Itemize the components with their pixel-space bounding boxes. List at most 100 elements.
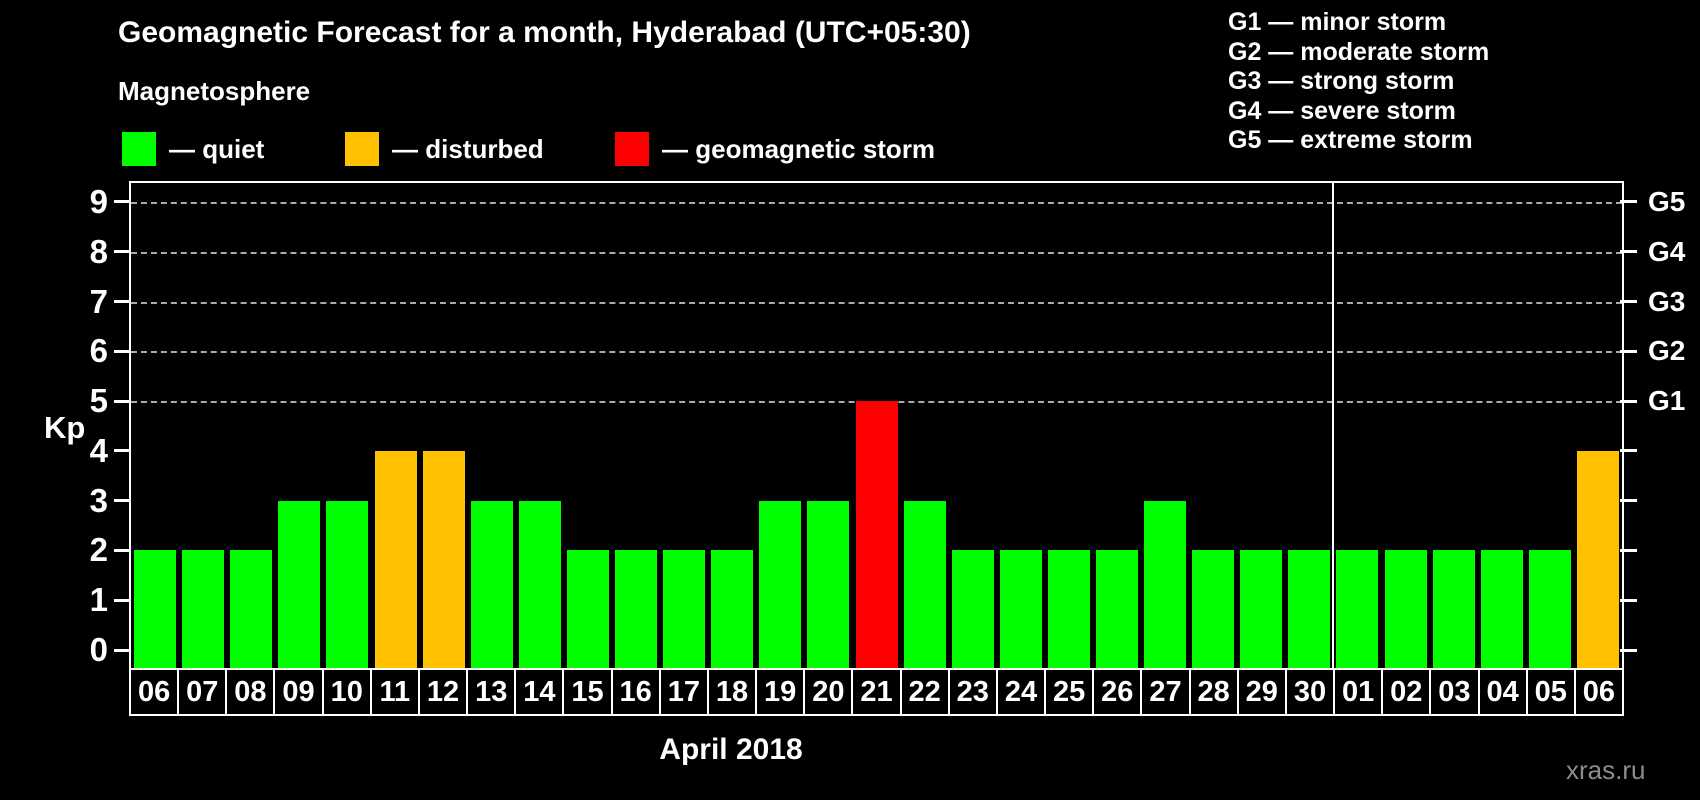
kp-bar-16 [615, 550, 658, 668]
g-scale-label-g2: G2 [1648, 335, 1686, 367]
geomagnetic-storm-swatch [615, 132, 649, 166]
y-tick-label-3: 3 [89, 481, 108, 519]
date-cell-18: 18 [708, 670, 756, 714]
kp-bar-30 [1288, 550, 1331, 668]
kp-bar-06 [134, 550, 177, 668]
kp-bar-14 [518, 500, 561, 668]
date-cell-02: 02 [1383, 670, 1430, 714]
date-cell-13: 13 [468, 670, 515, 714]
date-cell-07: 07 [179, 670, 226, 714]
disturbed-swatch [345, 132, 379, 166]
plot-area [131, 183, 1622, 668]
kp-bar-22 [903, 500, 946, 668]
y-tick-label-9: 9 [89, 182, 108, 220]
date-cell-09: 09 [275, 670, 322, 714]
date-row: 06 07 08 09 10 11 12 13 14 15 16 17 18 19 20 21 22 23 24 25… [129, 668, 1624, 716]
date-cell-10: 10 [323, 670, 370, 714]
g-scale-label-g3: G3 [1648, 285, 1686, 317]
date-cell-15: 15 [564, 670, 611, 714]
kp-bar-29 [1240, 550, 1283, 668]
kp-bar-07 [182, 550, 225, 668]
legend-item-disturbed: — disturbed [345, 131, 544, 167]
date-cell-29: 29 [1238, 670, 1285, 714]
date-cell-17: 17 [660, 670, 707, 714]
g-scale-legend-line-3: G3 — strong storm [1228, 67, 1455, 95]
g-scale-legend-line-4: G4 — severe storm [1228, 96, 1456, 125]
month-boundary-line [1332, 183, 1335, 668]
gridline-kp-7 [131, 301, 1622, 304]
x-axis-title: April 2018 [659, 733, 803, 766]
date-cell-21: 21 [853, 670, 900, 714]
kp-bar-23 [951, 550, 994, 668]
date-cell-14: 14 [516, 670, 563, 714]
date-cell-16: 16 [612, 670, 659, 714]
gridline-kp-6 [131, 351, 1622, 354]
kp-bar-18 [711, 550, 754, 668]
quiet-swatch [122, 132, 156, 166]
date-cell-06: 06 [1575, 670, 1622, 714]
kp-bar-01 [1336, 550, 1379, 668]
kp-bar-26 [1095, 550, 1138, 668]
legend-item-label-disturbed: — disturbed [392, 133, 544, 164]
date-cell-03: 03 [1431, 670, 1478, 714]
date-cell-23: 23 [949, 670, 996, 714]
legend-item-label-geomagnetic-storm: — geomagnetic storm [662, 133, 936, 164]
kp-bar-19 [759, 500, 802, 668]
kp-bar-06 [1576, 450, 1619, 668]
date-cell-01: 01 [1335, 670, 1382, 714]
kp-bar-24 [999, 550, 1042, 668]
kp-bar-21 [855, 401, 898, 668]
kp-bar-17 [663, 550, 706, 668]
date-cell-28: 28 [1190, 670, 1237, 714]
kp-bar-02 [1384, 550, 1427, 668]
gridline-kp-8 [131, 251, 1622, 254]
legend-item-geomagnetic-storm: — geomagnetic storm [615, 131, 935, 167]
y-tick-label-7: 7 [89, 282, 108, 320]
g-scale-legend-line-1: G1 — minor storm [1228, 8, 1447, 36]
kp-bar-08 [230, 550, 273, 668]
g-scale-legend: G1 — minor storm G2 — moderate storm G3 — … [1228, 8, 1489, 156]
y-tick-label-0: 0 [89, 631, 108, 668]
watermark: xras.ru [1566, 755, 1646, 785]
kp-bar-27 [1144, 500, 1187, 668]
magnetosphere-legend-heading: Magnetosphere [118, 76, 311, 106]
kp-bar-13 [470, 500, 513, 668]
y-tick-label-1: 1 [89, 581, 108, 619]
y-tick-label-2: 2 [89, 531, 108, 569]
date-cell-24: 24 [997, 670, 1045, 714]
date-cell-22: 22 [901, 670, 948, 714]
g-scale-label-g4: G4 [1648, 235, 1686, 267]
date-cell-30: 30 [1286, 670, 1334, 714]
kp-bar-03 [1432, 550, 1475, 668]
legend-item-label-quiet: — quiet [169, 133, 265, 164]
date-cell-08: 08 [227, 670, 274, 714]
kp-bar-09 [278, 500, 321, 668]
date-cell-05: 05 [1527, 670, 1574, 714]
kp-bar-28 [1192, 550, 1235, 668]
y-tick-label-6: 6 [89, 332, 108, 370]
date-cell-19: 19 [757, 670, 804, 714]
kp-bar-10 [326, 500, 369, 668]
kp-bar-12 [422, 450, 465, 668]
gridline-kp-9 [131, 201, 1622, 204]
kp-bar-25 [1047, 550, 1090, 668]
kp-bar-05 [1528, 550, 1571, 668]
date-cell-06: 06 [131, 670, 178, 714]
date-cell-11: 11 [371, 670, 418, 714]
g-scale-legend-line-5: G5 — extreme storm [1228, 126, 1473, 154]
y-tick-label-5: 5 [89, 382, 108, 420]
g-scale-label-g5: G5 [1648, 185, 1686, 217]
y-tick-label-8: 8 [89, 232, 108, 270]
kp-bar-15 [566, 550, 609, 668]
kp-bar-11 [374, 450, 417, 668]
date-cell-25: 25 [1046, 670, 1093, 714]
chart-title: Geomagnetic Forecast for a month, Hydera… [118, 16, 971, 49]
date-cell-20: 20 [805, 670, 852, 714]
date-cell-26: 26 [1094, 670, 1141, 714]
y-axis-title: Kp [44, 410, 86, 445]
kp-bar-20 [807, 500, 850, 668]
date-cell-27: 27 [1142, 670, 1189, 714]
date-cell-12: 12 [419, 670, 467, 714]
g-scale-label-g1: G1 [1648, 385, 1686, 417]
